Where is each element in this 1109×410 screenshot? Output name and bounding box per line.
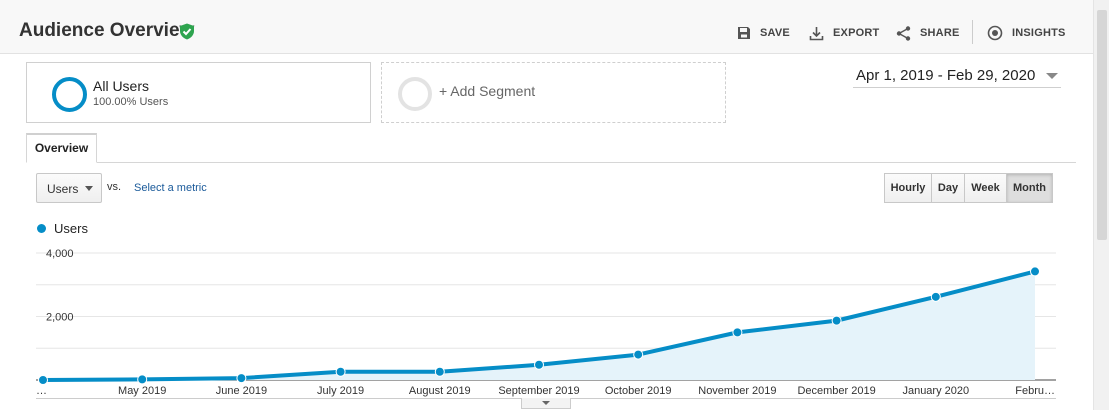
insights-button[interactable]: INSIGHTS [987, 24, 1066, 42]
segment-name: All Users [93, 78, 150, 94]
insights-label: INSIGHTS [1012, 27, 1066, 39]
x-tick-label: Febru… [1015, 385, 1055, 397]
data-point-7[interactable] [732, 327, 743, 338]
date-range-text: Apr 1, 2019 - Feb 29, 2020 [856, 67, 1036, 84]
scrollbar-thumb[interactable] [1097, 10, 1107, 240]
data-point-5[interactable] [534, 359, 544, 370]
x-tick-label: May 2019 [118, 385, 166, 397]
page-title: Audience Overview [19, 20, 195, 41]
chevron-down-icon [1046, 73, 1058, 79]
x-tick-label: August 2019 [409, 385, 471, 397]
metric-dropdown[interactable]: Users [36, 173, 102, 203]
segment-all-users[interactable]: All Users 100.00% Users [26, 62, 371, 123]
data-point-6[interactable] [633, 349, 644, 360]
verified-shield-icon [180, 23, 194, 40]
tab-divider [26, 162, 1076, 163]
share-label: SHARE [920, 27, 960, 39]
page-scrollbar[interactable] [1093, 0, 1109, 410]
data-point-4[interactable] [434, 366, 445, 377]
users-line-chart[interactable]: 2,000 4,000 … May 2019 June 2019 July 2019 Aug… [0, 235, 1080, 400]
share-button[interactable]: SHARE [896, 24, 960, 42]
x-tick-label: January 2020 [902, 385, 969, 397]
chevron-down-icon [542, 401, 550, 405]
toolbar-divider [972, 20, 973, 44]
tab-overview[interactable]: Overview [26, 133, 97, 163]
save-icon [738, 27, 750, 39]
collapse-chart-button[interactable] [521, 398, 571, 409]
vs-label: vs. [107, 181, 122, 193]
date-range-picker[interactable]: Apr 1, 2019 - Feb 29, 2020 [853, 65, 1061, 88]
add-segment-button[interactable]: + Add Segment [381, 62, 726, 123]
report-header: Audience Overview SAVE EXPORT SHARE [0, 0, 1109, 54]
x-tick-label: December 2019 [797, 385, 875, 397]
x-tick-label: June 2019 [216, 385, 267, 397]
x-tick-label: … [36, 385, 47, 397]
y-tick-label: 2,000 [46, 312, 74, 324]
empty-segment-ring-icon [398, 77, 432, 111]
chevron-down-icon [85, 186, 93, 191]
x-tick-label: September 2019 [498, 385, 579, 397]
select-metric-link[interactable]: Select a metric [134, 182, 207, 194]
data-point-0[interactable] [38, 375, 48, 385]
granularity-month-button[interactable]: Month [1006, 173, 1053, 203]
users-area-fill [43, 271, 1035, 380]
granularity-hourly-button[interactable]: Hourly [884, 173, 932, 203]
x-tick-label: July 2019 [317, 385, 364, 397]
granularity-week-button[interactable]: Week [964, 173, 1007, 203]
share-icon [896, 25, 911, 41]
export-label: EXPORT [833, 27, 880, 39]
legend-users-swatch [37, 224, 46, 233]
granularity-day-button[interactable]: Day [931, 173, 965, 203]
export-button[interactable]: EXPORT [809, 24, 879, 42]
x-tick-label: October 2019 [605, 385, 672, 397]
save-label: SAVE [760, 27, 790, 39]
y-tick-label: 4,000 [46, 248, 74, 260]
data-point-3[interactable] [335, 366, 346, 377]
x-tick-label: November 2019 [698, 385, 776, 397]
add-segment-label: + Add Segment [439, 83, 536, 99]
export-icon [809, 26, 824, 40]
data-point-8[interactable] [831, 315, 842, 326]
data-point-10[interactable] [1030, 266, 1040, 277]
data-point-9[interactable] [930, 291, 941, 302]
data-point-2[interactable] [236, 373, 247, 384]
metric-dropdown-value: Users [47, 182, 79, 196]
segment-percent: 100.00% Users [93, 96, 169, 108]
segment-ring-icon [52, 77, 87, 112]
insights-icon [987, 25, 1003, 41]
save-button[interactable]: SAVE [737, 24, 790, 42]
granularity-toggle: Hourly Day Week Month [884, 173, 1053, 203]
data-point-1[interactable] [137, 374, 148, 385]
legend-users-label: Users [54, 221, 88, 236]
